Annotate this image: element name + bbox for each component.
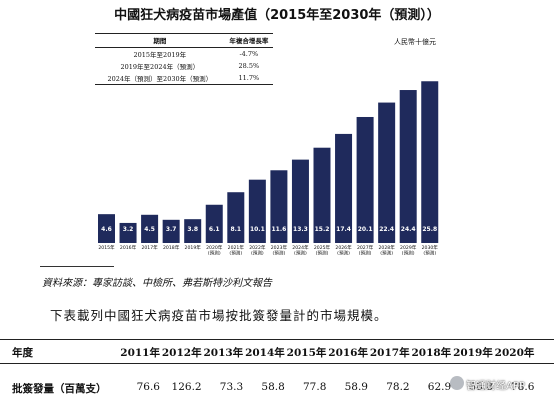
x-tick-label: 2015年: [98, 244, 115, 251]
bar-2022年(預測): [248, 179, 266, 243]
bar-2019年: [184, 219, 202, 243]
year-cell: 2018年: [411, 347, 452, 359]
cagr-period: 2015年至2019年: [133, 51, 187, 59]
bar-chart: 4.6 2015年 3.2 2016年 4.5 2017年 3.7 2018年 3.8 2019年…: [98, 81, 439, 257]
cagr-table: 期間 年複合增長率 2015年至2019年 -4.7% 2019年至2024年（…: [95, 33, 273, 85]
cagr-period: 2019年至2024年（預測）: [120, 63, 200, 71]
watermark-logo-icon: [450, 376, 464, 390]
table-mid-rule: [0, 363, 554, 364]
watermark: 智通财经APP: [448, 375, 554, 393]
bar-value-label: 8.1: [230, 226, 241, 233]
table-top-rule: [0, 339, 554, 340]
volume-cell: 62.9: [427, 381, 452, 393]
bar-value-label: 3.7: [166, 226, 177, 233]
bar-value-label: 13.3: [293, 226, 308, 233]
bar-2024年(預測): [291, 159, 309, 243]
year-cell: 2013年: [203, 347, 244, 359]
x-tick-label: 2017年: [141, 244, 158, 251]
bar-value-label: 4.5: [144, 226, 155, 233]
year-cell: 2016年: [328, 347, 368, 359]
year-cell: 2011年: [120, 347, 160, 359]
bar-2015年: [98, 214, 115, 243]
bar-2017年: [141, 214, 159, 243]
bar-2028年(預測): [378, 102, 396, 243]
cagr-rate: 11.7%: [224, 72, 273, 85]
x-tick-label: 2022年(預測): [249, 244, 266, 257]
bar-2027年(預測): [356, 116, 374, 243]
x-tick-label: 2024年(預測): [292, 244, 309, 257]
chart-title: 中國狂犬病疫苗市場產值（2015年至2030年（預測））: [114, 8, 440, 23]
volume-row-header: 批簽發量（百萬支）: [12, 383, 107, 395]
bar-value-label: 6.1: [209, 226, 220, 233]
x-tick-label: 2019年: [185, 244, 202, 251]
unit-label: 人民幣十億元: [394, 38, 436, 46]
watermark-text: 智通财经APP: [466, 381, 525, 392]
bar-value-label: 24.4: [401, 226, 416, 233]
volume-row: 批簽發量（百萬支） 76.6 126.2 73.3 58.8 77.8 58.9 78.2 6…: [0, 381, 554, 401]
year-cell: 2015年: [286, 347, 327, 359]
volume-cell: 58.8: [469, 381, 493, 393]
volume-cell: 77.8: [303, 381, 327, 393]
x-tick-label: 2020年(預測): [206, 244, 223, 257]
bar-2016年: [119, 222, 137, 243]
cagr-rate: 28.5%: [238, 62, 260, 70]
cagr-header-rate: 年複合增長率: [224, 33, 273, 48]
x-tick-label: 2023年(預測): [271, 244, 288, 257]
bar-value-label: 3.8: [187, 226, 198, 233]
x-tick-label: 2025年(預測): [314, 244, 331, 257]
bar-value-label: 11.6: [271, 226, 286, 233]
x-tick-label: 2027年(預測): [357, 244, 374, 257]
bar-2023年(預測): [270, 170, 288, 243]
volume-cell: 58.8: [261, 381, 285, 393]
bar-value-label: 25.8: [422, 226, 437, 233]
year-cell: 2017年: [369, 347, 410, 359]
year-cell: 2012年: [161, 347, 202, 359]
volume-cell: 73.3: [219, 381, 244, 393]
x-tick-label: 2018年: [163, 244, 180, 251]
body-paragraph: 下表載列中國狂犬病疫苗市場按批簽發量計的市場規模。: [50, 308, 388, 323]
bar-value-label: 22.4: [379, 226, 394, 233]
bar-2018年: [162, 219, 180, 243]
bar-2030年(預測): [421, 81, 439, 243]
cagr-period: 2024年（預測）至2030年（預測）: [95, 72, 225, 85]
x-tick-label: 2016年: [120, 244, 137, 251]
volume-cell: 78.2: [386, 381, 410, 393]
year-row: 年度 2011年 2012年 2013年 2014年 2015年 2016年 2017年 20…: [0, 345, 554, 365]
x-tick-label: 2026年(預測): [335, 244, 352, 257]
bar-value-label: 10.1: [250, 226, 265, 233]
volume-cell: 76.6: [136, 381, 160, 393]
year-cell: 2019年: [453, 347, 493, 359]
bar-2021年(預測): [227, 192, 245, 243]
cagr-rate: -4.7%: [239, 50, 259, 58]
bar-value-label: 4.6: [101, 226, 112, 233]
x-tick-label: 2021年(預測): [228, 244, 245, 257]
bar-2020年(預測): [205, 204, 223, 243]
cagr-header-period: 期間: [95, 33, 225, 48]
year-row-header: 年度: [12, 347, 33, 359]
volume-cell: 58.9: [344, 381, 368, 393]
year-cell: 2020年: [494, 347, 535, 359]
x-tick-label: 2030年(預測): [422, 244, 439, 257]
volume-cell: 126.2: [171, 381, 202, 393]
bar-2029年(預測): [399, 90, 417, 244]
volume-cell: 78.6: [511, 381, 535, 393]
x-tick-label: 2028年(預測): [379, 244, 396, 257]
x-tick-label: 2029年(預測): [400, 244, 417, 257]
year-cell: 2014年: [245, 347, 285, 359]
bar-2026年(預測): [335, 133, 353, 243]
bar-value-label: 3.2: [123, 226, 134, 233]
source-note: 資料來源：專家訪談、中檢所、弗若斯特沙利文報告: [42, 278, 272, 289]
bar-value-label: 15.2: [315, 226, 330, 233]
source-divider: [40, 266, 114, 267]
bar-value-label: 20.1: [358, 226, 373, 233]
bar-value-label: 17.4: [336, 226, 351, 233]
bar-2025年(預測): [313, 147, 331, 243]
